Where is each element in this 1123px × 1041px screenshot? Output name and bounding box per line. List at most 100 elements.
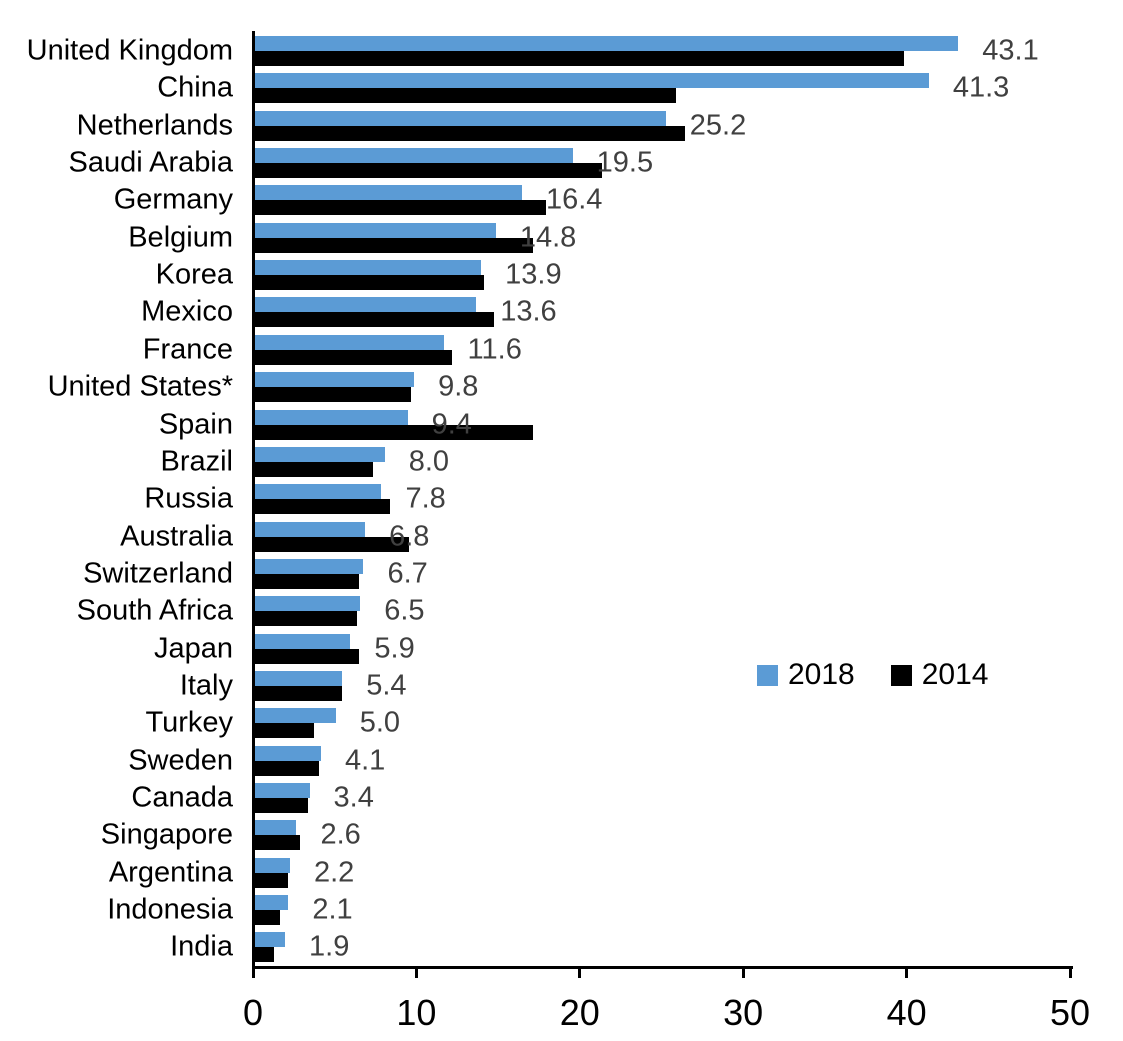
category-label-south-africa: South Africa <box>76 594 233 627</box>
category-label-germany: Germany <box>113 183 233 216</box>
bar-2018-sweden <box>254 745 321 761</box>
x-axis-tick-50 <box>1068 969 1072 978</box>
bar-2014-russia <box>254 499 390 515</box>
category-label-italy: Italy <box>179 669 233 702</box>
value-label-south-africa: 6.5 <box>384 594 425 627</box>
value-label-argentina: 2.2 <box>313 856 355 889</box>
bar-2014-netherlands <box>254 125 686 141</box>
category-label-singapore: Singapore <box>100 818 233 851</box>
bar-2014-india <box>254 947 274 963</box>
bar-2014-singapore <box>254 835 300 851</box>
bar-2018-singapore <box>254 820 297 836</box>
legend-item-2018: 2018 <box>757 660 855 690</box>
value-label-mexico: 13.6 <box>500 295 557 328</box>
legend-swatch-2014 <box>890 664 912 686</box>
value-label-turkey: 5.0 <box>359 706 401 739</box>
value-label-italy: 5.4 <box>366 669 407 702</box>
category-label-mexico: Mexico <box>141 295 233 328</box>
legend: 2018 2014 <box>757 660 989 690</box>
bar-2018-turkey <box>254 708 336 724</box>
value-label-spain: 9.4 <box>431 408 472 440</box>
bar-2014-spain <box>254 424 534 440</box>
value-label-indonesia: 2.1 <box>312 893 353 926</box>
value-label-united-kingdom: 43.1 <box>982 34 1039 67</box>
bar-2018-italy <box>254 670 343 686</box>
bar-2018-brazil <box>254 446 385 462</box>
category-label-korea: Korea <box>155 258 233 291</box>
value-label-belgium: 14.8 <box>519 221 577 254</box>
value-label-korea: 13.9 <box>505 258 562 291</box>
value-label-singapore: 2.6 <box>320 818 361 851</box>
bar-2014-china <box>254 88 676 104</box>
category-label-brazil: Brazil <box>160 445 233 478</box>
category-label-indonesia: Indonesia <box>107 893 233 926</box>
bar-2014-france <box>254 349 452 365</box>
bar-2018-indonesia <box>254 895 289 911</box>
value-label-netherlands: 25.2 <box>689 109 747 142</box>
value-label-canada: 3.4 <box>333 781 374 814</box>
bar-2018-argentina <box>254 857 290 873</box>
category-label-united-states: United States* <box>47 370 233 403</box>
category-label-japan: Japan <box>153 632 233 665</box>
bar-2018-united-kingdom <box>254 36 959 51</box>
bar-2014-belgium <box>254 237 534 253</box>
category-label-turkey: Turkey <box>145 706 233 739</box>
bar-2014-canada <box>254 798 308 813</box>
bar-2018-canada <box>254 783 310 798</box>
x-axis-tick-label-20: 20 <box>559 992 600 1033</box>
value-label-france: 11.6 <box>467 333 522 366</box>
value-label-japan: 5.9 <box>374 632 415 665</box>
x-axis-tick-label-40: 40 <box>886 992 927 1033</box>
value-label-united-states: 9.8 <box>438 370 479 403</box>
value-label-brazil: 8.0 <box>408 445 450 478</box>
category-label-france: France <box>142 333 233 366</box>
bar-2014-mexico <box>254 312 495 328</box>
bar-2018-switzerland <box>254 558 364 574</box>
bar-2014-italy <box>254 685 343 701</box>
value-label-australia: 6.8 <box>389 520 430 553</box>
x-axis-tick-label-30: 30 <box>723 992 764 1033</box>
value-label-china: 41.3 <box>952 71 1010 104</box>
bar-2014-united-states <box>254 387 411 403</box>
bar-2014-switzerland <box>254 573 359 589</box>
legend-swatch-2018 <box>757 664 778 686</box>
x-axis-line <box>251 966 1073 969</box>
x-axis-tick-label-10: 10 <box>396 992 437 1033</box>
category-label-australia: Australia <box>120 520 233 553</box>
x-axis-tick-10 <box>414 969 418 978</box>
bar-2014-australia <box>254 536 410 552</box>
legend-item-2014: 2014 <box>890 660 989 690</box>
x-axis-tick-30 <box>741 969 745 978</box>
bar-2014-turkey <box>254 723 315 739</box>
legend-label-2018: 2018 <box>788 658 855 691</box>
bar-2014-japan <box>254 648 359 664</box>
value-label-russia: 7.8 <box>405 482 446 515</box>
x-axis-tick-label-50: 50 <box>1049 992 1091 1033</box>
category-label-argentina: Argentina <box>108 856 233 889</box>
x-axis-tick-label-0: 0 <box>242 992 264 1033</box>
bar-2014-germany <box>254 200 547 216</box>
category-label-belgium: Belgium <box>128 221 233 254</box>
y-axis-line <box>251 31 255 969</box>
x-axis-tick-20 <box>578 969 582 978</box>
value-label-sweden: 4.1 <box>344 744 386 777</box>
category-label-china: China <box>157 71 233 104</box>
category-label-netherlands: Netherlands <box>76 109 233 142</box>
bar-2018-mexico <box>254 297 477 313</box>
bar-2018-india <box>254 932 286 948</box>
bar-2014-united-kingdom <box>254 51 905 66</box>
bar-2018-netherlands <box>254 110 666 126</box>
bar-2018-russia <box>254 484 382 500</box>
value-label-switzerland: 6.7 <box>387 557 428 590</box>
value-label-india: 1.9 <box>309 930 350 963</box>
bar-2014-brazil <box>254 461 374 477</box>
bar-2018-australia <box>254 521 366 537</box>
value-label-saudi-arabia: 19.5 <box>596 146 654 179</box>
bar-2014-saudi-arabia <box>254 163 603 179</box>
category-label-india: India <box>170 930 233 963</box>
category-label-united-kingdom: United Kingdom <box>26 34 233 67</box>
bar-2018-germany <box>254 185 522 201</box>
category-label-switzerland: Switzerland <box>83 557 233 590</box>
bar-2014-south-africa <box>254 611 357 627</box>
